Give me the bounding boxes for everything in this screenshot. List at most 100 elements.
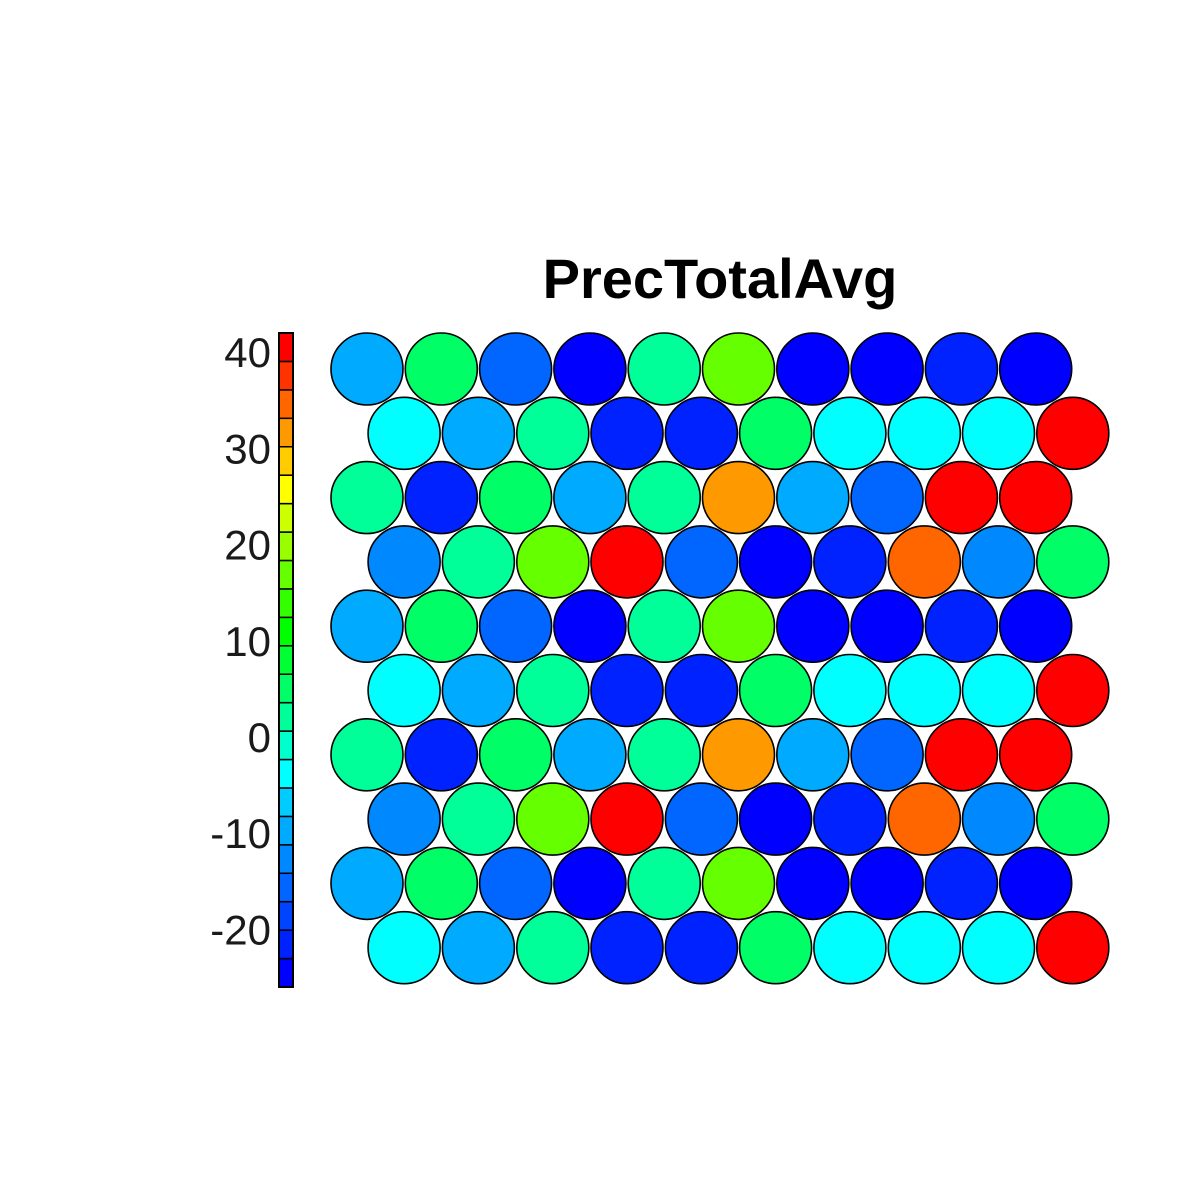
hex-cell (775, 589, 850, 664)
hex-cell (813, 525, 887, 599)
hex-cell (367, 525, 441, 599)
legend-swatch (278, 502, 294, 533)
hex-cell (404, 332, 479, 406)
hex-cell (775, 332, 850, 406)
hex-cell (775, 846, 850, 921)
legend-swatch (278, 445, 294, 476)
hex-cell (330, 717, 404, 792)
hex-cell (553, 332, 627, 406)
hex-cell (478, 846, 553, 921)
hex-cell (813, 782, 887, 856)
legend-swatch (278, 815, 294, 846)
hex-cell (367, 653, 441, 728)
hex-cell (998, 589, 1073, 664)
hex-cell (590, 396, 664, 471)
hex-cell (998, 460, 1073, 535)
legend-swatch (278, 474, 294, 505)
hex-cell (553, 717, 627, 792)
hex-cell (553, 846, 627, 921)
hex-cell (1036, 782, 1110, 856)
hex-cell (775, 460, 850, 535)
hex-cell (738, 525, 813, 599)
hex-cell (1036, 910, 1110, 985)
hex-cell (627, 460, 702, 535)
hex-cell (961, 525, 1036, 599)
hex-cell (924, 717, 999, 792)
hex-cell (367, 910, 441, 985)
hex-cell (627, 846, 702, 921)
legend-swatch (278, 559, 294, 590)
legend-swatch (278, 588, 294, 619)
legend-swatch (278, 929, 294, 960)
hex-cell (627, 717, 702, 792)
legend-swatch (278, 844, 294, 875)
hex-cell (515, 782, 590, 856)
hex-cell (738, 910, 813, 985)
hex-cell (664, 910, 739, 985)
hex-cell (850, 846, 924, 921)
hex-cell (998, 717, 1073, 792)
hex-cell (701, 589, 776, 664)
legend-tick-label: 40 (224, 329, 271, 376)
legend-swatch (278, 730, 294, 761)
hex-cell (850, 589, 924, 664)
hex-cell (738, 396, 813, 471)
hex-cell (1036, 525, 1110, 599)
hex-cell (1036, 653, 1110, 728)
hex-cell (1036, 396, 1110, 471)
hex-cell (961, 396, 1036, 471)
hex-cell (887, 782, 962, 856)
hex-cell (924, 846, 999, 921)
legend-frame (278, 332, 294, 988)
hex-cell (590, 910, 664, 985)
hex-cell (850, 717, 924, 792)
hex-cell (330, 332, 404, 406)
legend-swatch (278, 332, 294, 363)
legend-swatch (278, 389, 294, 420)
hex-cell (553, 460, 627, 535)
hex-cell (664, 782, 739, 856)
legend-tick-label: 0 (248, 714, 271, 761)
hex-cell (404, 717, 479, 792)
hex-cell (441, 782, 516, 856)
hex-cell (330, 589, 404, 664)
hex-cell (998, 846, 1073, 921)
hex-cell (813, 910, 887, 985)
hex-cell (404, 460, 479, 535)
hex-cell (701, 846, 776, 921)
hex-cell (515, 653, 590, 728)
hex-cell (701, 717, 776, 792)
hex-cell (441, 525, 516, 599)
hex-cell (961, 653, 1036, 728)
hex-cell (404, 846, 479, 921)
legend-tick-label: 10 (224, 618, 271, 665)
hex-cell (441, 910, 516, 985)
legend-swatch (278, 645, 294, 675)
hex-cells (330, 332, 1110, 985)
hex-cell (701, 332, 776, 406)
hex-cell (590, 653, 664, 728)
hex-cell (664, 525, 739, 599)
hex-cell (590, 782, 664, 856)
hex-cell (627, 589, 702, 664)
legend-swatch (278, 872, 294, 903)
hex-cell (515, 910, 590, 985)
hex-cell (404, 589, 479, 664)
legend-tick-label: 20 (224, 522, 271, 569)
hex-cell (664, 653, 739, 728)
legend-swatch (278, 616, 294, 647)
hex-cell (738, 782, 813, 856)
hex-cell (478, 717, 553, 792)
hex-cell (961, 782, 1036, 856)
hex-cell (924, 332, 999, 406)
hex-cell (961, 910, 1036, 985)
hex-cell (887, 396, 962, 471)
hex-cell (887, 525, 962, 599)
legend-swatch (278, 701, 294, 732)
legend-swatch (278, 787, 294, 818)
color-legend: 40 30 20 10 0 -10 -20 (210, 329, 294, 988)
hex-cell (478, 460, 553, 535)
hex-cell (998, 332, 1073, 406)
hex-cell (701, 460, 776, 535)
hex-cell (553, 589, 627, 664)
